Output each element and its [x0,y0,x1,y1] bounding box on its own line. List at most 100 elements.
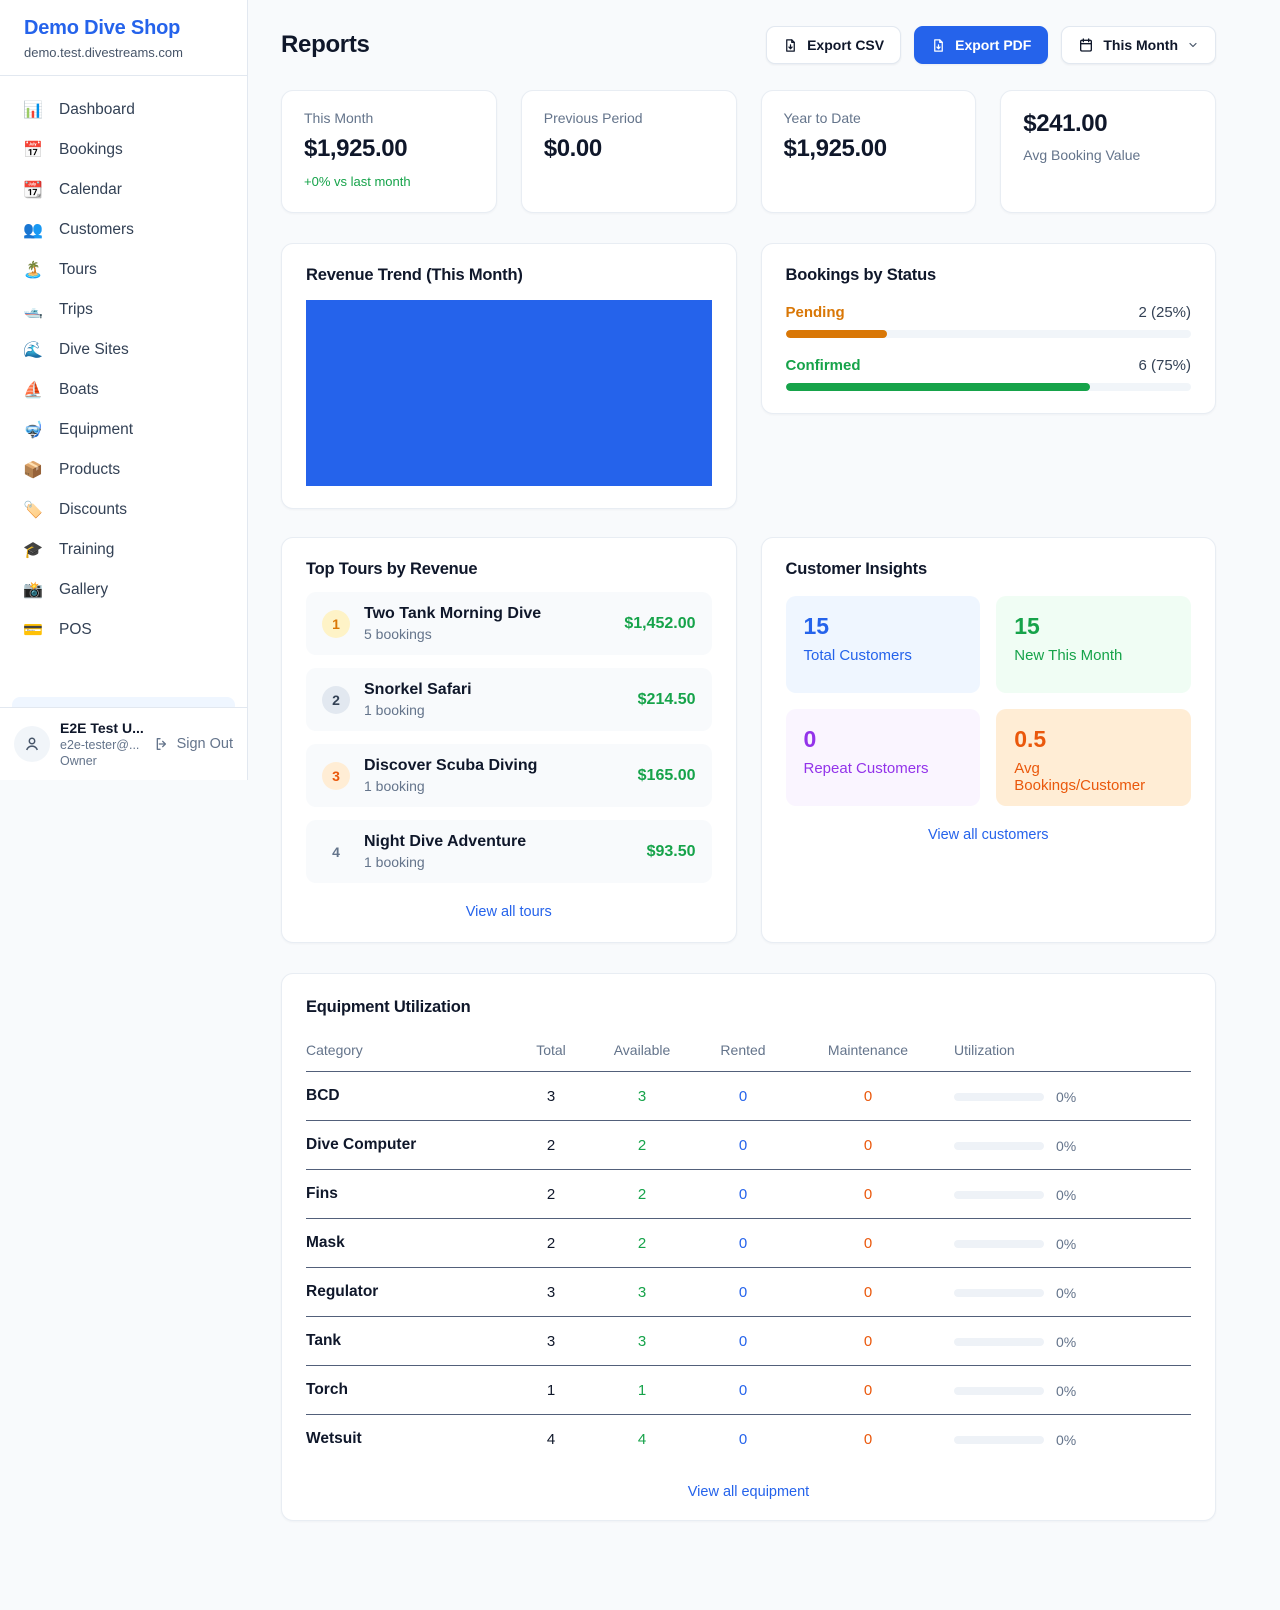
status-count: 6 (75%) [1138,357,1191,374]
available-cell: 2 [596,1218,688,1268]
maintenance-cell: 0 [798,1365,938,1415]
table-row: Mask 2 2 0 0 0% [306,1218,1191,1268]
maintenance-cell: 0 [798,1267,938,1317]
utilization-percent: 0% [1056,1284,1077,1301]
sidebar-item-bookings[interactable]: 📅 Bookings [12,130,235,170]
rank-badge: 1 [322,609,350,638]
total-cell: 3 [506,1316,596,1366]
view-all-customers-link[interactable]: View all customers [927,827,1049,843]
sidebar-item-boats[interactable]: ⛵ Boats [12,370,235,410]
tour-list-item: 3 Discover Scuba Diving 1 booking $165.00 [306,744,712,807]
sidebar-item-label: Bookings [59,141,123,158]
tour-info: Snorkel Safari 1 booking [364,681,472,718]
available-cell: 2 [596,1169,688,1219]
period-dropdown[interactable]: This Month [1061,26,1216,64]
sign-out-label: Sign Out [176,736,233,752]
page-header: Reports Export CSV Export PDF This Month [281,26,1216,64]
sign-out-button[interactable]: Sign Out [154,736,233,752]
main-content: Reports Export CSV Export PDF This Month [248,0,1280,1521]
available-cell: 2 [596,1120,688,1170]
tour-name: Discover Scuba Diving [364,757,538,774]
available-cell: 1 [596,1365,688,1415]
sidebar-item-discounts[interactable]: 🏷️ Discounts [12,490,235,530]
sidebar-item-customers[interactable]: 👥 Customers [12,210,235,250]
category-cell: Mask [306,1218,506,1268]
table-row: Tank 3 3 0 0 0% [306,1316,1191,1366]
sidebar-item-tours[interactable]: 🏝️ Tours [12,250,235,290]
maintenance-cell: 0 [798,1071,938,1121]
chevron-down-icon [1189,42,1197,48]
category-cell: Tank [306,1316,506,1366]
tour-name: Two Tank Morning Dive [364,605,542,622]
stat-delta: +0% vs last month [304,174,411,189]
export-pdf-button[interactable]: Export PDF [914,26,1049,64]
tile-new-this-month: 15 New This Month [996,596,1191,693]
calendar-icon [1080,38,1093,52]
utilization-cell: 0% [938,1071,1191,1121]
utilization-percent: 0% [1056,1382,1077,1399]
total-cell: 2 [506,1218,596,1268]
utilization-bar [954,1435,1044,1444]
tour-revenue: $214.50 [637,690,696,708]
wave-icon: 🌊 [23,342,43,359]
utilization-bar [954,1190,1044,1199]
rented-cell: 0 [688,1316,798,1366]
utilization-bar [954,1288,1044,1297]
charts-row: Revenue Trend (This Month) Bookings by S… [281,243,1216,509]
maintenance-cell: 0 [798,1316,938,1366]
utilization-percent: 0% [1056,1431,1077,1448]
tour-revenue: $1,452.00 [624,614,696,632]
export-csv-button[interactable]: Export CSV [766,26,902,64]
sidebar-item-dive-sites[interactable]: 🌊 Dive Sites [12,330,235,370]
tile-label: New This Month [1014,647,1123,664]
total-cell: 4 [546,1430,556,1448]
available-cell: 3 [596,1071,688,1121]
view-all-equipment-link[interactable]: View all equipment [687,1484,810,1500]
sidebar-item-pos[interactable]: 💳 POS [12,610,235,650]
avatar [14,726,50,762]
bar-chart-icon: 📊 [23,102,43,119]
sidebar-item-products[interactable]: 📦 Products [12,450,235,490]
stat-card-avg-booking-value: $241.00 Avg Booking Value [1000,90,1216,213]
sidebar-item-label: Equipment [59,421,134,438]
sidebar-item-calendar[interactable]: 📆 Calendar [12,170,235,210]
package-icon: 📦 [23,462,43,479]
tour-info: Discover Scuba Diving 1 booking [364,757,537,794]
sidebar-item-training[interactable]: 🎓 Training [12,530,235,570]
utilization-percent: 0% [1056,1186,1077,1203]
person-icon [26,737,38,751]
view-all-tours-link[interactable]: View all tours [465,904,552,920]
tour-list-item: 4 Night Dive Adventure 1 booking $93.50 [306,820,712,883]
shop-name: Demo Dive Shop [24,17,181,39]
revenue-trend-card: Revenue Trend (This Month) [281,243,737,509]
category-cell: Fins [306,1169,506,1219]
insights-row: Top Tours by Revenue 1 Two Tank Morning D… [281,537,1216,943]
sidebar-item-label: Tours [59,261,97,278]
log-out-icon [156,738,166,750]
rank-badge: 2 [322,685,350,714]
rank-badge: 3 [322,761,350,790]
sidebar-item-label: Dive Sites [59,341,129,358]
stat-value: $1,925.00 [783,135,888,162]
export-pdf-label: Export PDF [955,37,1032,53]
table-row: Regulator 3 3 0 0 0% [306,1267,1191,1317]
sidebar-item-label: Discounts [59,501,128,518]
table-row: Dive Computer 2 2 0 0 0% [306,1120,1191,1170]
stat-value: $1,925.00 [304,135,408,162]
sidebar-item-reports-partial[interactable] [12,697,235,707]
sidebar-item-equipment[interactable]: 🤿 Equipment [12,410,235,450]
tile-label: Avg Bookings/Customer [1014,760,1146,794]
sidebar-item-trips[interactable]: 🛥️ Trips [12,290,235,330]
table-row: Torch 1 1 0 0 0% [306,1365,1191,1415]
brand-header: Demo Dive Shop demo.test.divestreams.com [0,0,247,76]
revenue-trend-chart [306,300,712,486]
sidebar-item-dashboard[interactable]: 📊 Dashboard [12,90,235,130]
available-cell: 4 [637,1430,647,1448]
rented-cell: 0 [688,1365,798,1415]
top-tours-title: Top Tours by Revenue [306,560,478,578]
sidebar-item-label: Dashboard [59,101,135,118]
shop-domain: demo.test.divestreams.com [24,45,183,60]
sidebar-item-gallery[interactable]: 📸 Gallery [12,570,235,610]
status-progress-fill [785,330,887,338]
tile-label: Total Customers [803,647,912,664]
